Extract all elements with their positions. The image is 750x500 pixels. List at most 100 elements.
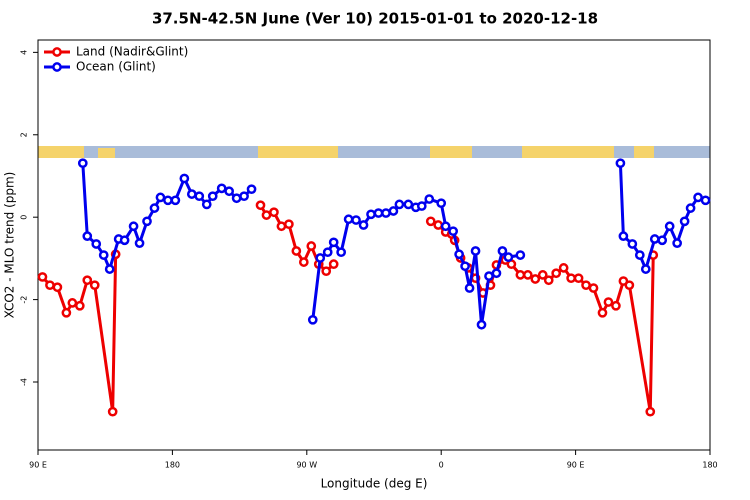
data-point xyxy=(207,191,218,202)
data-point xyxy=(424,194,435,204)
data-point xyxy=(551,268,562,279)
data-point xyxy=(67,298,78,308)
data-point xyxy=(107,406,118,417)
data-point xyxy=(588,283,599,293)
data-point xyxy=(276,221,287,232)
data-point xyxy=(216,183,227,194)
data-point xyxy=(597,307,608,318)
x-axis-label: Longitude (deg E) xyxy=(321,477,428,491)
data-point xyxy=(543,275,554,286)
plot-frame xyxy=(37,39,711,451)
data-point xyxy=(163,195,173,206)
data-point xyxy=(61,307,72,318)
data-point xyxy=(664,221,675,232)
data-point xyxy=(700,195,711,206)
data-point xyxy=(89,280,100,291)
data-point xyxy=(322,247,333,258)
data-point xyxy=(615,158,626,169)
data-point xyxy=(261,210,272,220)
data-point xyxy=(618,231,629,241)
data-point xyxy=(491,268,502,279)
legend-label: Ocean (Glint) xyxy=(76,60,156,74)
data-point xyxy=(611,300,621,311)
data-point xyxy=(657,235,668,246)
data-point xyxy=(685,203,696,213)
x-tick-label: 90 E xyxy=(29,461,47,470)
data-point xyxy=(581,280,591,291)
data-point xyxy=(649,234,660,244)
y-tick-label: 2 xyxy=(20,132,29,137)
data-point xyxy=(679,216,690,227)
data-point xyxy=(640,264,651,274)
x-tick-label: 180 xyxy=(702,461,717,470)
data-point xyxy=(336,247,346,258)
data-point xyxy=(522,270,533,280)
data-point xyxy=(315,253,326,263)
data-point xyxy=(558,263,569,273)
data-point xyxy=(573,273,584,284)
data-point xyxy=(436,198,447,209)
data-point xyxy=(269,207,279,218)
data-point xyxy=(246,184,257,195)
data-point xyxy=(515,270,526,280)
data-point xyxy=(179,173,190,184)
data-point xyxy=(255,200,266,211)
map-strip xyxy=(38,146,710,158)
y-tick-label: -2 xyxy=(20,296,29,304)
data-point xyxy=(448,226,458,237)
data-point xyxy=(306,241,317,251)
y-axis-label: XCO2 - MLO trend (ppm) xyxy=(3,172,17,319)
data-point xyxy=(627,239,638,249)
data-point xyxy=(74,300,85,311)
data-point xyxy=(104,264,115,274)
x-tick-label: 90 E xyxy=(567,461,585,470)
data-point xyxy=(328,259,339,270)
data-point xyxy=(291,246,302,256)
data-point xyxy=(388,206,399,216)
data-point xyxy=(321,266,332,277)
data-point xyxy=(149,203,160,213)
data-point xyxy=(484,271,494,281)
data-point xyxy=(503,252,514,263)
y-tick-label: 0 xyxy=(20,215,29,220)
data-point xyxy=(52,282,63,293)
data-point xyxy=(497,246,508,256)
data-point xyxy=(155,192,166,203)
data-point xyxy=(307,314,318,325)
data-point xyxy=(119,235,130,246)
x-tick-label: 180 xyxy=(165,461,180,470)
data-point xyxy=(328,237,339,248)
data-point xyxy=(381,208,391,218)
y-tick-label: -4 xyxy=(20,378,29,386)
data-point xyxy=(693,192,703,203)
data-point xyxy=(460,261,470,272)
data-point xyxy=(537,270,548,280)
data-point xyxy=(470,246,481,256)
legend-marker xyxy=(52,47,62,57)
chart-title: 37.5N-42.5N June (Ver 10) 2015-01-01 to … xyxy=(152,10,598,28)
x-tick-label: 90 W xyxy=(296,461,317,470)
data-point xyxy=(186,189,197,199)
data-point xyxy=(77,158,88,169)
data-point xyxy=(37,272,48,282)
data-point xyxy=(366,209,376,220)
data-point xyxy=(634,250,645,260)
data-point xyxy=(464,283,475,293)
data-point xyxy=(624,280,635,291)
data-point xyxy=(603,297,614,307)
data-point xyxy=(239,191,249,202)
data-point xyxy=(394,199,405,210)
legend-marker xyxy=(52,62,62,72)
data-point xyxy=(476,319,487,330)
data-point xyxy=(403,199,414,210)
data-point xyxy=(672,238,682,248)
data-point xyxy=(530,274,541,284)
data-point xyxy=(142,216,152,227)
data-point xyxy=(91,239,102,249)
data-point xyxy=(358,220,369,230)
data-point xyxy=(194,191,205,202)
y-tick-label: 4 xyxy=(20,50,29,55)
data-point xyxy=(645,406,656,417)
